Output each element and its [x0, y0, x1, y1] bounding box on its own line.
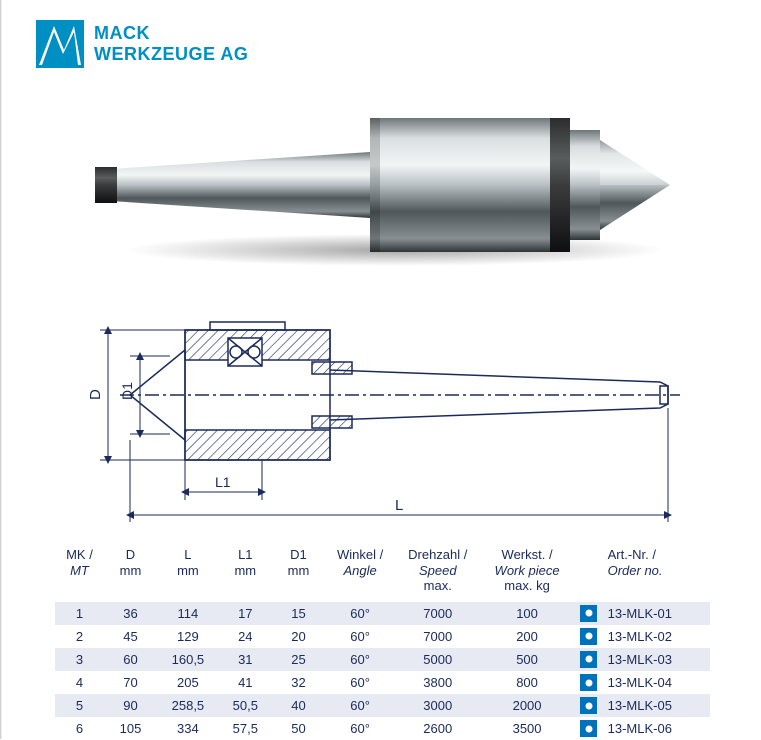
- table-row: 470205413260°3800800 13-MLK-04: [55, 671, 710, 694]
- cell-wrk: 3500: [480, 717, 574, 740]
- technical-diagram: D D1 L1 L: [60, 300, 700, 530]
- cell-spd: 2600: [395, 717, 480, 740]
- cell-article-no: 13-MLK-05: [604, 694, 710, 717]
- cell-l1: 17: [219, 602, 272, 625]
- cell-d: 45: [104, 625, 157, 648]
- cell-mk: 4: [55, 671, 104, 694]
- cell-ang: 60°: [325, 648, 395, 671]
- cell-l1: 24: [219, 625, 272, 648]
- cell-article-no: 13-MLK-06: [604, 717, 710, 740]
- cell-mk: 3: [55, 648, 104, 671]
- cell-spd: 3000: [395, 694, 480, 717]
- cell-ang: 60°: [325, 694, 395, 717]
- product-photo: [95, 100, 680, 270]
- cell-l: 258,5: [157, 694, 219, 717]
- col-header-angle: Winkel / Angle: [325, 545, 395, 602]
- cell-ang: 60°: [325, 717, 395, 740]
- table-row: 245129242060°7000200 13-MLK-02: [55, 625, 710, 648]
- cell-indicator: [574, 648, 604, 671]
- col-header-mk: MK / MT: [55, 545, 104, 602]
- availability-dot-icon: [580, 628, 597, 645]
- cell-l: 129: [157, 625, 219, 648]
- table-row: 136114171560°7000100 13-MLK-01: [55, 602, 710, 625]
- cell-mk: 6: [55, 717, 104, 740]
- cell-indicator: [574, 602, 604, 625]
- cell-d: 70: [104, 671, 157, 694]
- cell-mk: 2: [55, 625, 104, 648]
- col-header-l1: L1 mm: [219, 545, 272, 602]
- col-header-l: L mm: [157, 545, 219, 602]
- cell-ang: 60°: [325, 602, 395, 625]
- cell-d1: 40: [272, 694, 325, 717]
- cell-spd: 7000: [395, 625, 480, 648]
- cell-wrk: 100: [480, 602, 574, 625]
- col-header-indicator: [574, 545, 604, 602]
- cell-d: 60: [104, 648, 157, 671]
- cell-ang: 60°: [325, 625, 395, 648]
- cell-l1: 41: [219, 671, 272, 694]
- cell-d1: 25: [272, 648, 325, 671]
- cell-l: 334: [157, 717, 219, 740]
- cell-indicator: [574, 717, 604, 740]
- col-header-d: D mm: [104, 545, 157, 602]
- cell-indicator: [574, 625, 604, 648]
- cell-indicator: [574, 694, 604, 717]
- availability-dot-icon: [580, 674, 597, 691]
- cell-article-no: 13-MLK-04: [604, 671, 710, 694]
- table-header-row: MK / MT D mm L mm L1 mm D1 mm: [55, 545, 710, 602]
- availability-dot-icon: [580, 651, 597, 668]
- cell-wrk: 800: [480, 671, 574, 694]
- availability-dot-icon: [580, 697, 597, 714]
- cell-wrk: 2000: [480, 694, 574, 717]
- cell-d: 90: [104, 694, 157, 717]
- cell-d1: 20: [272, 625, 325, 648]
- cell-article-no: 13-MLK-03: [604, 648, 710, 671]
- diagram-label-d: D: [87, 389, 104, 400]
- cell-d1: 32: [272, 671, 325, 694]
- cell-l: 114: [157, 602, 219, 625]
- logo-mark-icon: [36, 20, 84, 68]
- cell-d: 105: [104, 717, 157, 740]
- cell-wrk: 500: [480, 648, 574, 671]
- col-header-d1: D1 mm: [272, 545, 325, 602]
- table-row: 610533457,55060°26003500 13-MLK-06: [55, 717, 710, 740]
- cell-d1: 15: [272, 602, 325, 625]
- cell-article-no: 13-MLK-02: [604, 625, 710, 648]
- brand-name: MACK WERKZEUGE AG: [94, 23, 248, 64]
- table-row: 590258,550,54060°30002000 13-MLK-05: [55, 694, 710, 717]
- spec-table: MK / MT D mm L mm L1 mm D1 mm: [55, 545, 710, 740]
- diagram-label-l: L: [395, 497, 403, 514]
- cell-spd: 5000: [395, 648, 480, 671]
- availability-dot-icon: [580, 605, 597, 622]
- col-header-article: Art.-Nr. / Order no.: [604, 545, 710, 602]
- cell-d1: 50: [272, 717, 325, 740]
- diagram-label-l1: L1: [215, 474, 231, 490]
- brand-logo: MACK WERKZEUGE AG: [36, 20, 248, 68]
- table-row: 360160,5312560°5000500 13-MLK-03: [55, 648, 710, 671]
- cell-l: 160,5: [157, 648, 219, 671]
- brand-line1: MACK: [94, 23, 248, 44]
- cell-d: 36: [104, 602, 157, 625]
- cell-l1: 31: [219, 648, 272, 671]
- left-edge-shadow: [0, 0, 2, 739]
- cell-spd: 7000: [395, 602, 480, 625]
- cell-indicator: [574, 671, 604, 694]
- col-header-speed: Drehzahl / Speed max.: [395, 545, 480, 602]
- cell-mk: 5: [55, 694, 104, 717]
- cell-l1: 57,5: [219, 717, 272, 740]
- cell-l1: 50,5: [219, 694, 272, 717]
- col-header-workpiece: Werkst. / Work piece max. kg: [480, 545, 574, 602]
- cell-l: 205: [157, 671, 219, 694]
- cell-mk: 1: [55, 602, 104, 625]
- cell-article-no: 13-MLK-01: [604, 602, 710, 625]
- cell-wrk: 200: [480, 625, 574, 648]
- brand-line2: WERKZEUGE AG: [94, 44, 248, 65]
- availability-dot-icon: [580, 720, 597, 737]
- cell-ang: 60°: [325, 671, 395, 694]
- diagram-label-d1: D1: [119, 382, 135, 400]
- cell-spd: 3800: [395, 671, 480, 694]
